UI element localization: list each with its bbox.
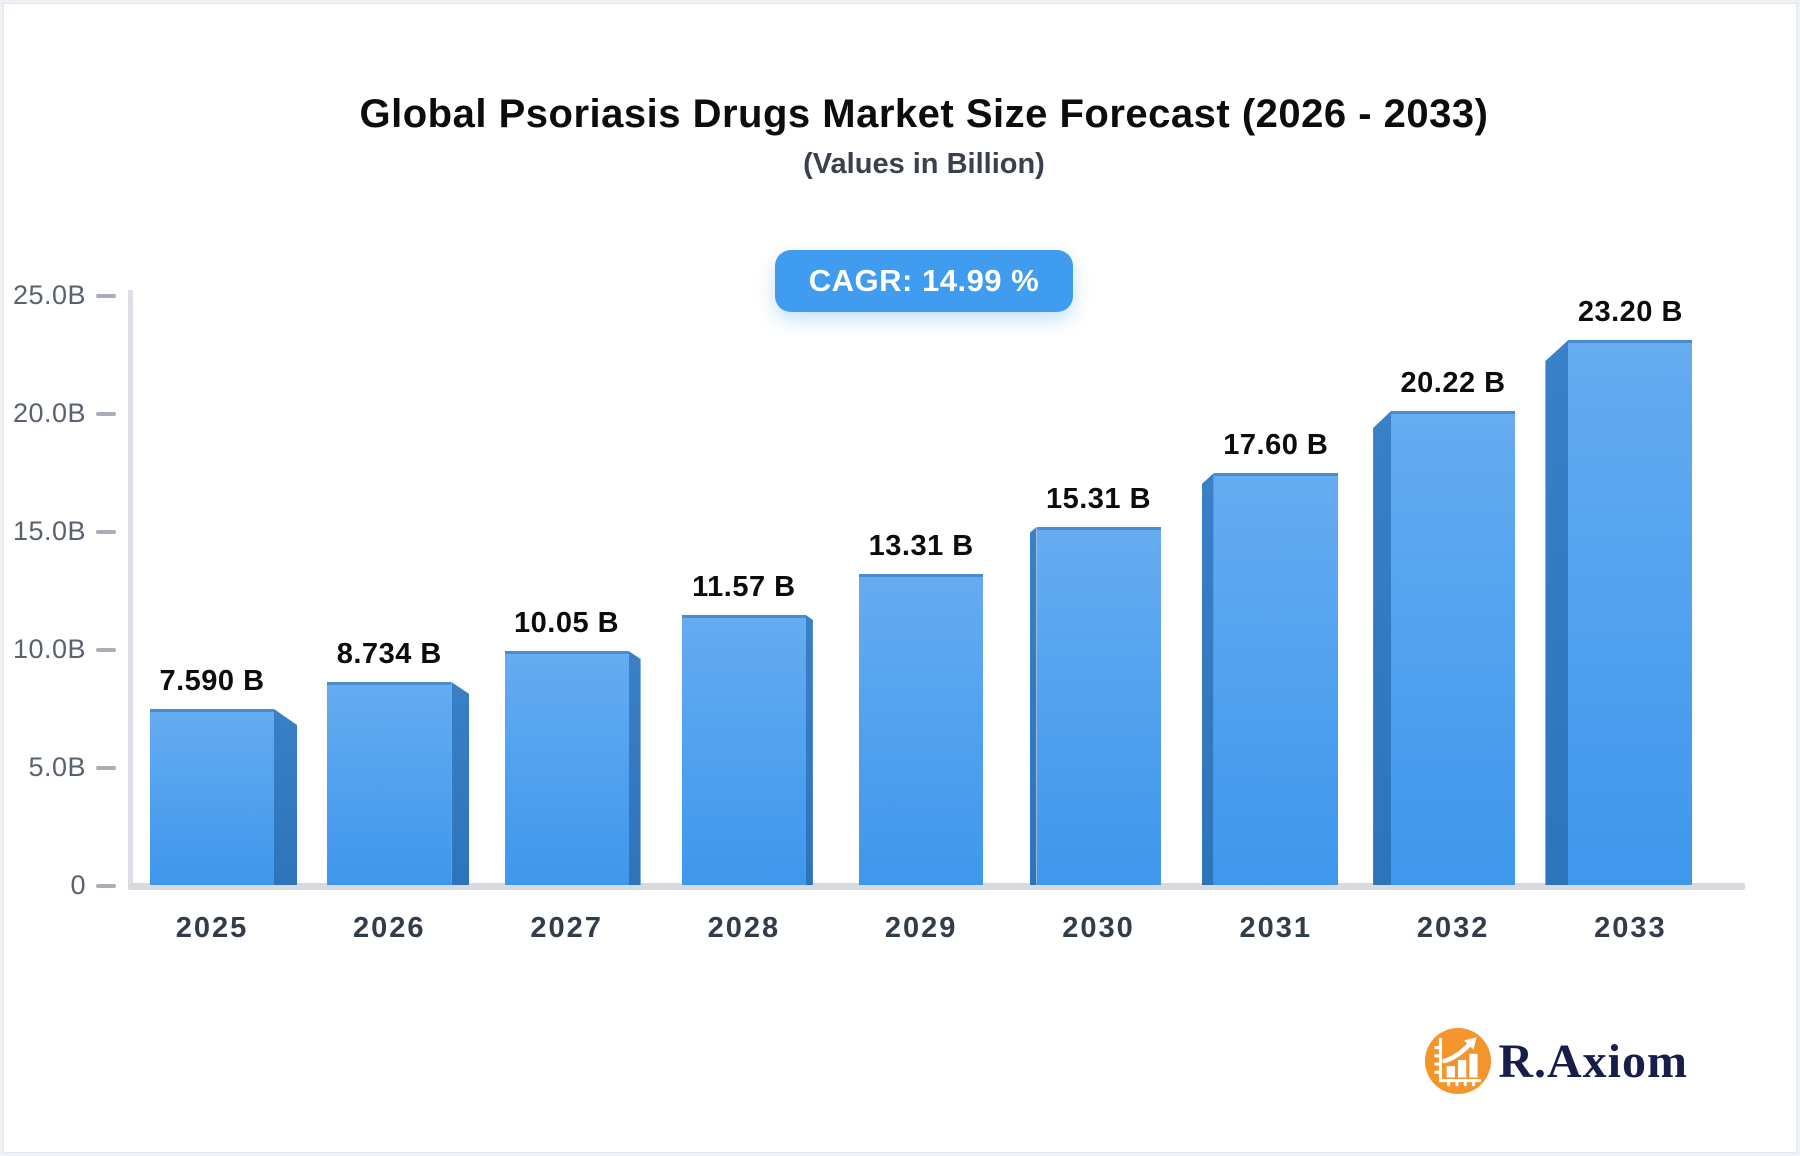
cagr-badge: CAGR: 14.99 % [774, 250, 1074, 312]
bar-2033-side-3d [1545, 340, 1569, 885]
bar-2027-side-3d [628, 651, 641, 885]
x-tick-label-2033: 2033 [1594, 912, 1667, 944]
bar-2026 [327, 682, 452, 885]
bar-value-label: 13.31 B [868, 530, 974, 562]
bar-value-label: 17.60 B [1223, 429, 1329, 461]
x-tick-label-2026: 2026 [353, 912, 426, 944]
bar-value-label: 8.734 B [336, 638, 442, 670]
bar-2028-side-3d [805, 615, 813, 885]
bar-2032 [1391, 411, 1516, 885]
brand-chart-icon [1425, 1028, 1492, 1094]
bar-2030-side-3d [1029, 527, 1037, 885]
x-tick-label-2028: 2028 [707, 912, 781, 944]
y-tick-mark [96, 648, 116, 652]
y-tick-label: 20.0B [12, 398, 86, 428]
bar-value-label: 20.22 B [1400, 367, 1506, 399]
bar-2027 [504, 651, 629, 885]
bar-2031 [1213, 473, 1338, 885]
y-tick-label: 10.0B [12, 634, 86, 664]
y-tick-label: 0 [70, 870, 86, 900]
chart-subtitle: (Values in Billion) [803, 148, 1045, 180]
y-tick-mark [96, 412, 116, 416]
bar-2033 [1568, 340, 1693, 885]
bar-2025 [150, 709, 274, 885]
bar-value-label: 15.31 B [1045, 483, 1152, 515]
brand-name: R.Axiom [1498, 1034, 1688, 1088]
y-tick-label: 5.0B [28, 752, 86, 782]
y-axis-line [128, 290, 133, 888]
chart-title: Global Psoriasis Drugs Market Size Forec… [359, 92, 1489, 136]
x-tick-label-2029: 2029 [884, 912, 958, 944]
y-tick-label: 25.0B [12, 280, 86, 310]
bar-2032-side-3d [1373, 411, 1392, 885]
bar-2029 [859, 574, 984, 885]
y-tick-label: 15.0B [12, 516, 86, 546]
brand-logo: R.Axiom [1425, 1028, 1688, 1094]
bar-value-label: 10.05 B [514, 607, 620, 639]
x-tick-label-2025: 2025 [175, 912, 249, 944]
x-tick-label-2030: 2030 [1062, 912, 1135, 944]
y-tick-mark [96, 766, 116, 770]
bar-2031-side-3d [1201, 473, 1214, 885]
bar-2030 [1036, 527, 1161, 885]
x-axis-baseline [128, 883, 1745, 890]
bar-value-label: 11.57 B [692, 571, 796, 603]
bar-value-label: 23.20 B [1577, 296, 1683, 328]
x-tick-label-2032: 2032 [1416, 912, 1490, 944]
y-tick-mark [96, 530, 116, 534]
x-tick-label-2027: 2027 [530, 912, 603, 944]
bar-2028 [681, 615, 806, 885]
y-tick-mark [96, 884, 116, 888]
x-tick-label-2031: 2031 [1239, 912, 1313, 944]
bar-value-label: 7.590 B [159, 665, 265, 697]
bar-2025-side-3d [274, 709, 297, 885]
y-tick-mark [96, 294, 116, 298]
bar-2026-side-3d [451, 682, 470, 885]
